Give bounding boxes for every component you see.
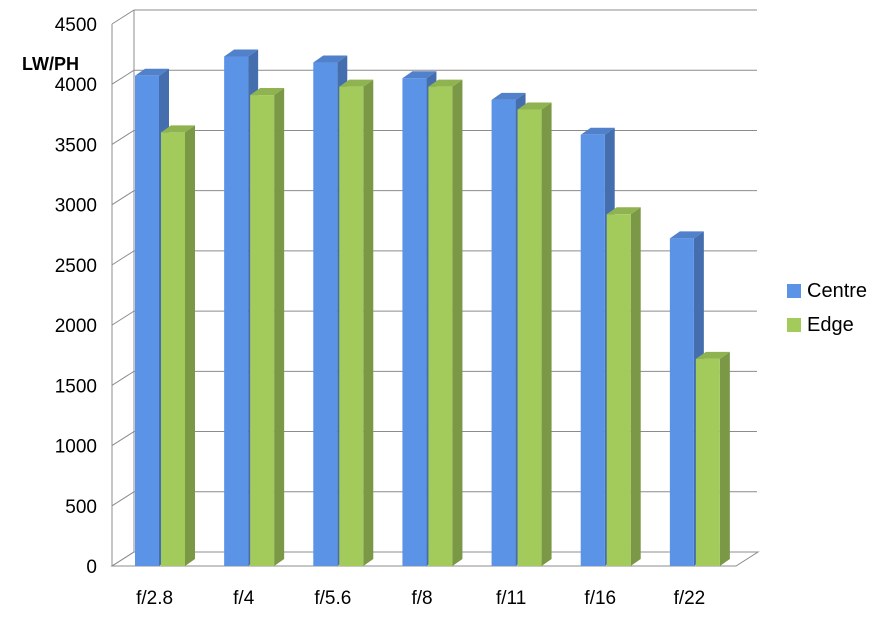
gridline-side — [111, 491, 135, 507]
bar-front — [313, 62, 338, 566]
legend-label: Centre — [807, 280, 867, 302]
bar-front — [669, 238, 694, 566]
x-tick-label: f/11 — [496, 588, 526, 609]
bar-top — [339, 79, 374, 87]
legend-swatch — [787, 284, 801, 298]
gridline-side — [111, 190, 135, 206]
bar-front — [491, 99, 516, 566]
gridline-side — [111, 370, 135, 386]
bar-edge — [161, 125, 195, 567]
y-tick-label: 1500 — [55, 376, 97, 397]
bar-edge — [250, 88, 285, 566]
bar-side — [452, 79, 463, 567]
gridline-side — [111, 310, 135, 326]
y-tick-label: 2500 — [55, 256, 97, 277]
bar-top — [250, 88, 285, 96]
bar-side — [363, 79, 374, 567]
bar-front — [224, 56, 249, 567]
bar-top — [402, 71, 437, 79]
x-tick-label: f/16 — [584, 588, 616, 609]
bar-front — [250, 95, 275, 566]
bar-side — [185, 125, 195, 567]
bar-top — [161, 125, 195, 133]
bar-top — [517, 102, 552, 110]
bar-front — [161, 132, 185, 566]
x-tick-label: f/5.6 — [314, 588, 351, 609]
bar-edge — [517, 102, 552, 566]
bar-edge — [339, 79, 374, 567]
bars — [135, 49, 730, 567]
bar-side — [274, 88, 285, 566]
bar-top — [428, 79, 463, 87]
x-tick-label: f/8 — [411, 588, 432, 609]
bar-top — [580, 127, 615, 135]
bar-front — [135, 75, 159, 567]
bar-side — [719, 351, 730, 566]
x-tick-label: f/4 — [233, 588, 255, 609]
x-tick-label: f/22 — [674, 588, 706, 609]
bar-front — [339, 86, 364, 567]
bar-edge — [606, 207, 641, 566]
gridline-side — [111, 9, 135, 25]
bar-front — [695, 358, 720, 566]
bar-front — [580, 134, 605, 566]
bar-top — [669, 231, 704, 239]
bar-top — [695, 351, 730, 359]
gridline-side — [111, 130, 135, 145]
legend-label: Edge — [807, 314, 854, 336]
bar-edge — [428, 79, 463, 567]
bar-top — [224, 49, 259, 57]
bar-front — [402, 78, 427, 566]
y-tick-label: 1000 — [55, 437, 97, 458]
y-axis-label: LW/PH — [22, 54, 79, 74]
legend-swatch — [787, 318, 801, 332]
y-tick-label: 0 — [86, 557, 97, 578]
gridline-side — [111, 250, 135, 266]
bar-top — [135, 68, 169, 76]
y-tick-label: 500 — [65, 497, 97, 518]
y-tick-label: 4500 — [55, 15, 97, 36]
bar-edge — [695, 351, 730, 566]
y-tick-label: 4000 — [55, 75, 97, 96]
bar-side — [630, 207, 641, 566]
gridline-side — [111, 431, 135, 446]
bar-top — [313, 55, 348, 63]
bar-front — [428, 86, 453, 567]
bar-side — [541, 102, 552, 566]
x-tick-label: f/2.8 — [136, 588, 173, 609]
bar-top — [606, 207, 641, 215]
legend: Centre Edge — [787, 280, 867, 336]
bar-front — [517, 109, 542, 566]
bar-top — [491, 92, 526, 100]
y-tick-label: 3500 — [55, 135, 97, 156]
x-axis-ticks: f/2.8 f/4 f/5.6 f/8 f/11 f/16 f/22 — [136, 588, 705, 609]
gridline-side — [111, 69, 135, 85]
y-axis-ticks: 0 500 1000 1500 2000 2500 3000 3500 4000 4500 — [55, 15, 97, 578]
y-tick-label: 3000 — [55, 196, 97, 217]
bar-front — [606, 214, 631, 566]
y-tick-label: 2000 — [55, 316, 97, 337]
